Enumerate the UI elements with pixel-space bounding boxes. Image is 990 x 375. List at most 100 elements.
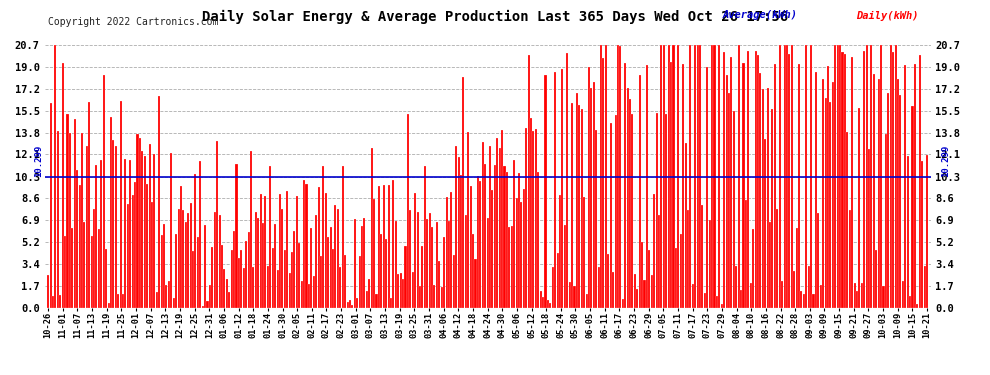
Bar: [793, 271, 795, 308]
Bar: [175, 234, 177, 308]
Bar: [491, 190, 493, 308]
Bar: [543, 297, 545, 307]
Bar: [798, 64, 800, 308]
Bar: [642, 242, 644, 308]
Bar: [385, 238, 387, 308]
Bar: [593, 82, 595, 308]
Bar: [533, 131, 535, 308]
Bar: [880, 45, 882, 308]
Bar: [808, 266, 810, 308]
Bar: [523, 189, 525, 308]
Bar: [148, 144, 150, 308]
Bar: [598, 267, 600, 308]
Bar: [540, 291, 542, 308]
Bar: [147, 184, 148, 308]
Text: Average(kWh): Average(kWh): [723, 10, 798, 21]
Bar: [851, 57, 853, 308]
Bar: [66, 114, 68, 308]
Bar: [645, 65, 647, 308]
Bar: [842, 52, 843, 308]
Bar: [504, 166, 506, 308]
Bar: [600, 45, 602, 308]
Bar: [170, 153, 172, 308]
Bar: [446, 197, 447, 308]
Bar: [525, 128, 528, 308]
Bar: [231, 250, 233, 308]
Bar: [134, 182, 136, 308]
Bar: [546, 300, 549, 307]
Bar: [216, 141, 218, 308]
Bar: [93, 209, 95, 308]
Bar: [749, 283, 751, 308]
Bar: [521, 202, 523, 308]
Bar: [246, 241, 248, 308]
Bar: [291, 252, 293, 308]
Bar: [447, 221, 450, 308]
Bar: [472, 234, 474, 308]
Bar: [378, 186, 380, 308]
Bar: [667, 45, 669, 308]
Bar: [578, 105, 580, 308]
Bar: [419, 286, 421, 308]
Bar: [612, 272, 614, 308]
Bar: [293, 231, 295, 308]
Bar: [397, 274, 399, 308]
Bar: [595, 130, 597, 308]
Bar: [564, 225, 566, 308]
Bar: [796, 228, 798, 308]
Bar: [64, 236, 66, 308]
Bar: [551, 267, 553, 308]
Bar: [444, 237, 446, 308]
Bar: [323, 166, 325, 308]
Bar: [912, 105, 914, 308]
Bar: [583, 197, 585, 308]
Bar: [132, 195, 134, 308]
Bar: [653, 194, 655, 308]
Bar: [361, 226, 363, 308]
Bar: [274, 224, 276, 308]
Bar: [747, 51, 749, 308]
Bar: [682, 64, 684, 308]
Bar: [83, 222, 85, 308]
Bar: [622, 299, 624, 307]
Bar: [489, 147, 491, 308]
Bar: [576, 93, 578, 308]
Bar: [711, 45, 713, 308]
Bar: [506, 172, 508, 308]
Bar: [286, 191, 288, 308]
Bar: [716, 296, 718, 307]
Bar: [818, 213, 820, 308]
Bar: [103, 75, 105, 308]
Bar: [568, 282, 570, 308]
Bar: [887, 93, 889, 308]
Bar: [439, 261, 441, 308]
Bar: [460, 176, 462, 308]
Bar: [856, 291, 858, 308]
Bar: [496, 138, 498, 308]
Bar: [650, 275, 652, 308]
Bar: [779, 45, 781, 308]
Bar: [907, 156, 909, 308]
Bar: [298, 243, 300, 308]
Bar: [455, 146, 457, 308]
Bar: [61, 63, 63, 308]
Bar: [144, 156, 146, 308]
Bar: [694, 45, 696, 308]
Bar: [469, 186, 471, 308]
Bar: [528, 55, 530, 308]
Bar: [662, 45, 665, 308]
Bar: [249, 152, 252, 308]
Bar: [105, 249, 107, 308]
Bar: [320, 256, 322, 307]
Bar: [825, 98, 827, 308]
Bar: [897, 79, 899, 308]
Bar: [474, 259, 476, 308]
Bar: [870, 45, 872, 308]
Bar: [59, 295, 61, 307]
Bar: [257, 218, 259, 308]
Bar: [229, 292, 231, 308]
Bar: [450, 192, 452, 308]
Bar: [752, 229, 754, 308]
Bar: [441, 287, 443, 308]
Text: Daily Solar Energy & Average Production Last 365 Days Wed Oct 26 17:56: Daily Solar Energy & Average Production …: [202, 9, 788, 24]
